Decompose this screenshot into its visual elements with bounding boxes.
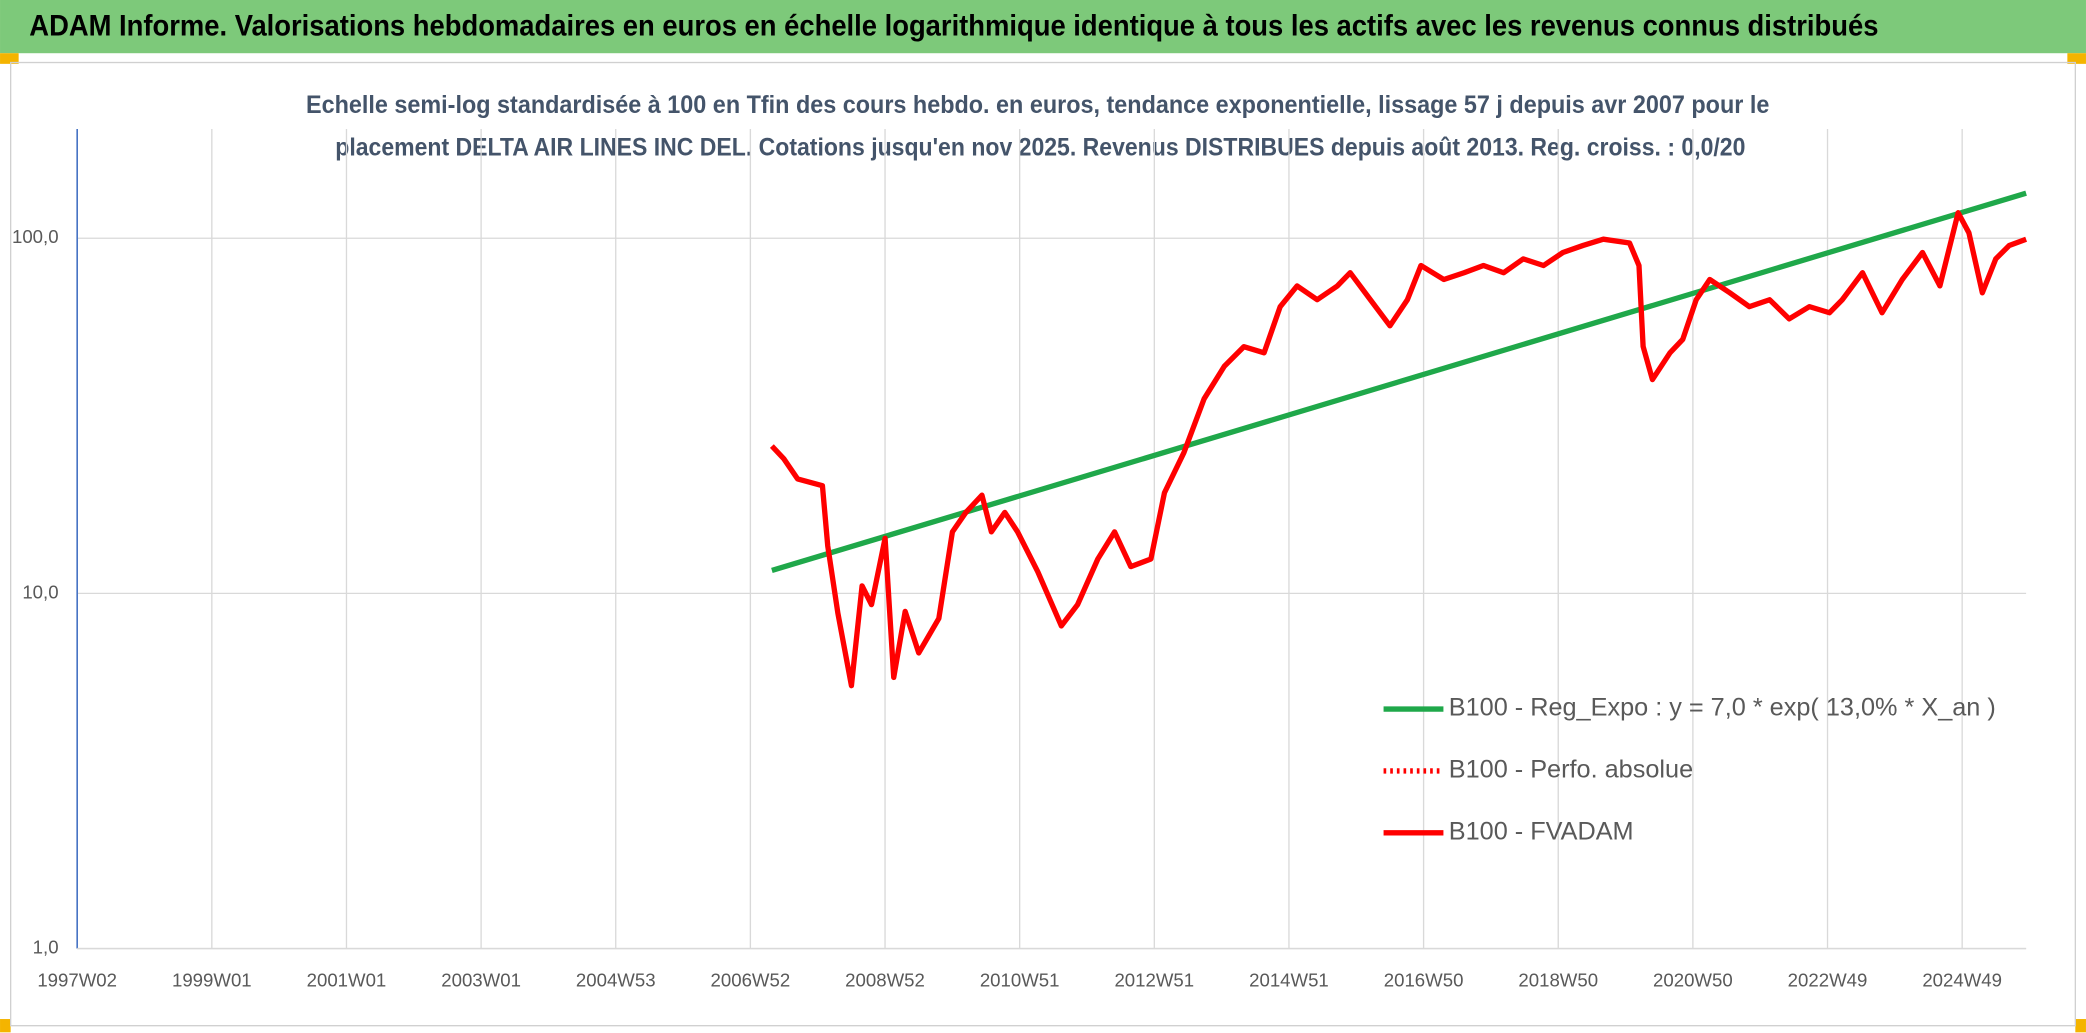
legend-label: B100 - FVADAM bbox=[1449, 817, 1634, 845]
x-tick-label: 2001W01 bbox=[307, 970, 387, 991]
x-tick-label: 2024W49 bbox=[1922, 970, 2002, 991]
corner bbox=[2067, 53, 2086, 64]
chart-subtitle: placement DELTA AIR LINES INC DEL. Cotat… bbox=[335, 134, 1745, 162]
x-tick-label: 2014W51 bbox=[1249, 970, 1329, 991]
plot-area: 1997W02 1999W01 2001W01 2003W01 2004W53 2006W… bbox=[12, 129, 2028, 991]
x-tick-label: 2006W52 bbox=[711, 970, 791, 991]
y-tick-label: 1,0 bbox=[33, 936, 59, 957]
corner bbox=[0, 1019, 11, 1033]
data-line bbox=[769, 210, 2028, 689]
x-tick-label: 2010W51 bbox=[980, 970, 1060, 991]
legend-label: B100 - Reg_Expo : y = 7,0 * exp( 13,0% *… bbox=[1449, 694, 1996, 722]
x-tick-label: 2012W51 bbox=[1114, 970, 1194, 991]
x-tick-label: 2016W50 bbox=[1384, 970, 1464, 991]
frame bbox=[9, 61, 2076, 1027]
corner bbox=[0, 53, 19, 64]
data-line bbox=[771, 190, 2027, 573]
x-tick-label: 1997W02 bbox=[37, 970, 117, 991]
x-tick-label: 2003W01 bbox=[441, 970, 521, 991]
x-tick-label: 1999W01 bbox=[172, 970, 252, 991]
y-tick-label: 10,0 bbox=[22, 581, 58, 602]
x-tick-label: 2022W49 bbox=[1788, 970, 1868, 991]
x-tick-label: 2008W52 bbox=[845, 970, 925, 991]
legend-label: B100 - Perfo. absolue bbox=[1449, 756, 1693, 784]
x-tick-label: 2004W53 bbox=[576, 970, 656, 991]
chart-title: ADAM Informe. Valorisations hebdomadaire… bbox=[29, 11, 1878, 43]
x-tick-label: 2020W50 bbox=[1653, 970, 1733, 991]
y-tick-label: 100,0 bbox=[12, 226, 59, 247]
x-tick-label: 2018W50 bbox=[1518, 970, 1598, 991]
chart-subtitle: Echelle semi-log standardisée à 100 en T… bbox=[306, 91, 1769, 119]
header-band bbox=[0, 0, 2086, 54]
corner bbox=[2075, 1019, 2086, 1033]
